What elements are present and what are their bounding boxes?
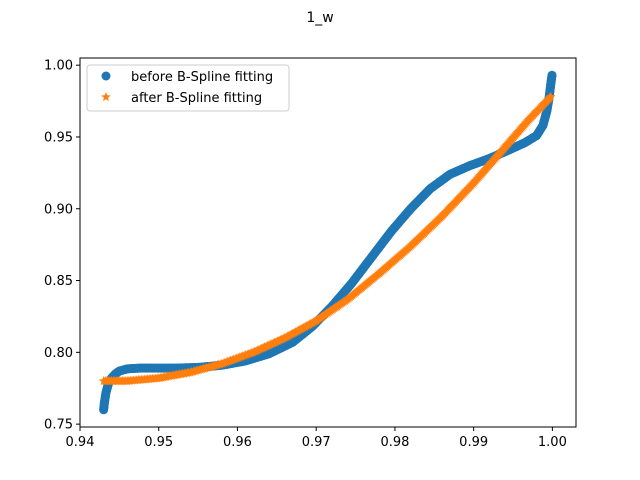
legend-box	[86, 64, 290, 112]
y-tick-label: 0.95	[44, 130, 73, 145]
series-after-bspline	[98, 91, 556, 386]
y-tick-label: 0.90	[44, 202, 73, 217]
x-tick-label: 0.95	[144, 435, 173, 450]
chart-title: 1_w	[306, 10, 333, 26]
y-tick-label: 0.80	[44, 346, 73, 361]
y-axis: 0.75 0.80 0.85 0.90 0.95 1.00	[44, 59, 80, 433]
x-tick-label: 0.94	[66, 435, 95, 450]
data-point-after	[546, 91, 556, 101]
legend: before B-Spline fitting after B-Spline f…	[86, 64, 290, 112]
y-tick-label: 0.85	[44, 274, 73, 289]
plot-area	[98, 70, 557, 415]
axes-frame	[79, 57, 577, 428]
data-point-before	[547, 70, 557, 80]
x-tick-label: 1.00	[538, 435, 567, 450]
legend-marker-after	[101, 92, 111, 102]
x-tick-label: 0.97	[302, 435, 331, 450]
legend-label-after: after B-Spline fitting	[131, 91, 262, 106]
x-tick-label: 0.98	[380, 435, 409, 450]
y-tick-label: 0.75	[44, 418, 73, 433]
x-tick-label: 0.96	[223, 435, 252, 450]
x-axis: 0.94 0.95 0.96 0.97 0.98 0.99 1.00	[66, 427, 567, 450]
x-tick-label: 0.99	[459, 435, 488, 450]
y-tick-label: 1.00	[44, 59, 73, 74]
legend-marker-before	[101, 71, 111, 81]
legend-label-before: before B-Spline fitting	[131, 70, 273, 85]
